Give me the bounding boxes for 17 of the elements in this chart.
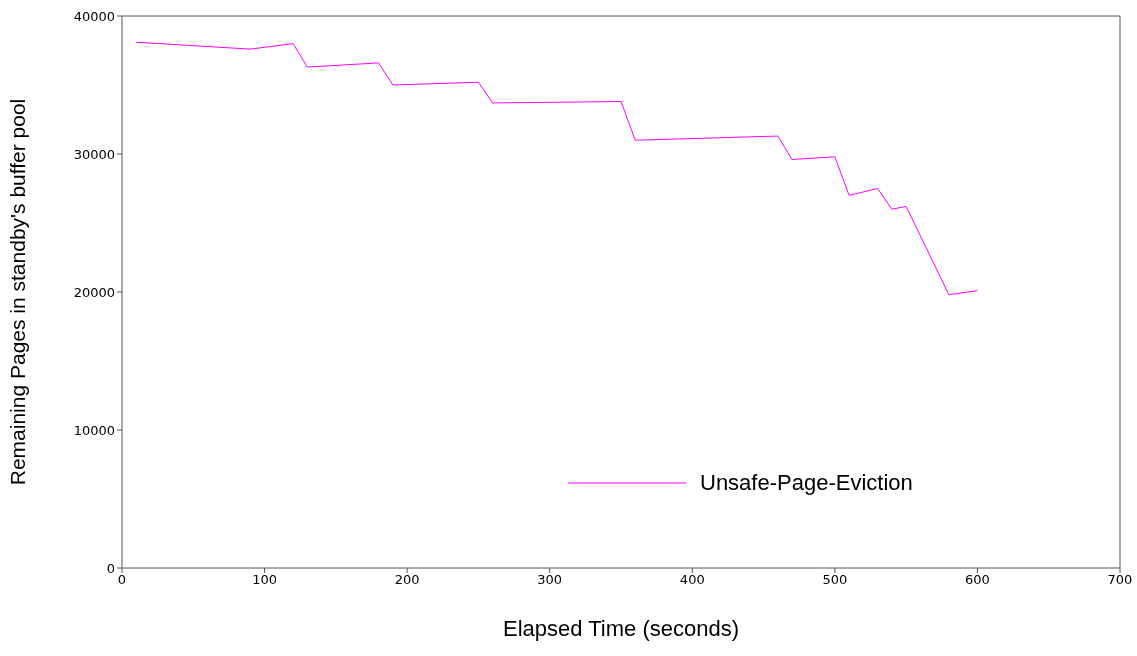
x-tick-label: 0	[117, 572, 127, 588]
x-tick-label: 700	[1107, 572, 1133, 588]
y-tick-label: 30000	[73, 146, 115, 162]
y-axis-title: Remaining Pages in standby's buffer pool	[6, 98, 30, 486]
x-tick-label: 200	[394, 572, 420, 588]
x-tick-label: 100	[252, 572, 277, 588]
y-tick-label: 0	[106, 560, 115, 576]
y-tick-label: 10000	[73, 422, 115, 438]
x-tick-label: 600	[965, 572, 990, 588]
y-tick-label: 20000	[73, 284, 115, 300]
y-tick-label: 40000	[73, 8, 115, 24]
x-tick-label: 300	[537, 572, 563, 588]
x-tick-label: 400	[679, 572, 705, 588]
x-axis-title: Elapsed Time (seconds)	[503, 616, 739, 641]
text: Unsafe-Page-Eviction	[700, 470, 913, 496]
line-series	[135, 41, 978, 296]
x-tick-label: 500	[822, 572, 848, 588]
